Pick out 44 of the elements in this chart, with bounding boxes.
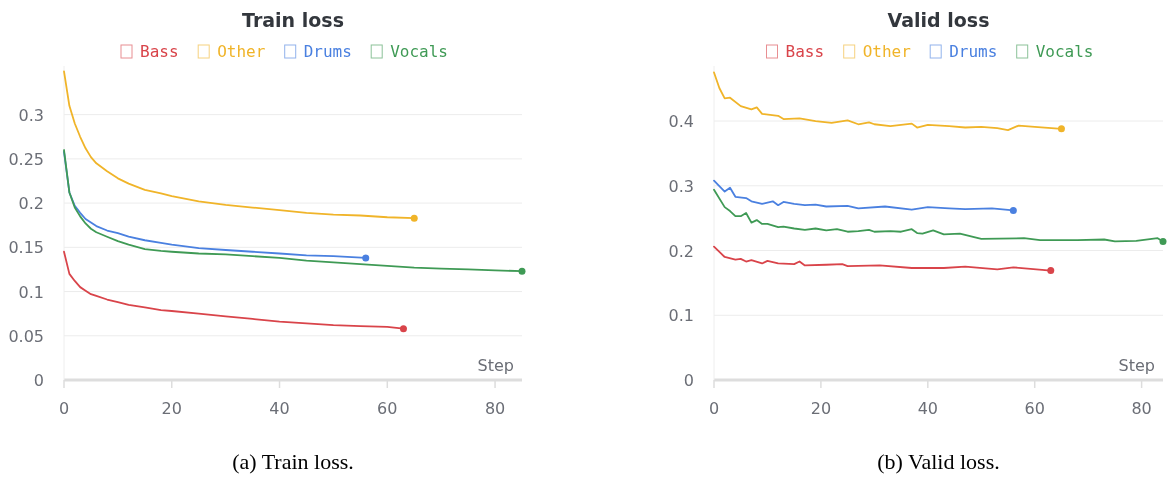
- y-tick-label: 0.25: [8, 149, 44, 169]
- y-tick-label: 0: [683, 371, 694, 390]
- point: [1057, 125, 1065, 133]
- point: [1159, 237, 1167, 245]
- x-tick-label: 40: [917, 399, 938, 418]
- x-tick-label: 60: [1024, 399, 1045, 418]
- legend-label: Drums: [303, 42, 352, 61]
- x-tick-label: 40: [269, 399, 290, 418]
- legend-label: Other: [217, 42, 266, 61]
- x-axis-title: Step: [1118, 356, 1155, 375]
- chart-title: Train loss: [242, 9, 344, 31]
- y-tick-label: 0.1: [18, 282, 44, 302]
- x-tick-label: 80: [1131, 399, 1152, 418]
- x-tick-label: 80: [484, 399, 506, 418]
- x-tick-label: 20: [161, 399, 182, 418]
- point: [1047, 267, 1055, 275]
- point: [410, 214, 418, 222]
- legend-label: Bass: [140, 42, 179, 61]
- point: [399, 325, 407, 333]
- legend-label: Vocals: [1035, 42, 1094, 61]
- y-tick-label: 0.3: [668, 176, 694, 196]
- legend-label: Other: [862, 42, 912, 61]
- y-tick-label: 0.1: [668, 306, 694, 326]
- point: [1009, 206, 1017, 214]
- y-tick-label: 0.2: [668, 241, 694, 261]
- legend-label: Drums: [949, 42, 998, 61]
- y-tick-label: 0.05: [8, 326, 44, 346]
- chart-title: Valid loss: [887, 9, 990, 31]
- x-tick-label: 20: [810, 399, 832, 418]
- y-tick-label: 0.3: [18, 105, 44, 125]
- x-tick-label: 0: [58, 399, 70, 418]
- legend-label: Vocals: [390, 42, 448, 61]
- point: [518, 267, 526, 275]
- y-tick-label: 0.4: [668, 112, 694, 132]
- text: (b) Valid loss.: [877, 449, 1000, 474]
- x-tick-label: 0: [708, 399, 720, 418]
- legend-label: Bass: [785, 42, 825, 61]
- text: (a) Train loss.: [232, 449, 354, 474]
- x-tick-label: 60: [377, 399, 398, 418]
- y-tick-label: 0: [33, 371, 44, 390]
- y-tick-label: 0.15: [8, 238, 44, 258]
- point: [362, 254, 370, 262]
- y-tick-label: 0.2: [18, 194, 44, 214]
- x-axis-title: Step: [477, 356, 514, 375]
